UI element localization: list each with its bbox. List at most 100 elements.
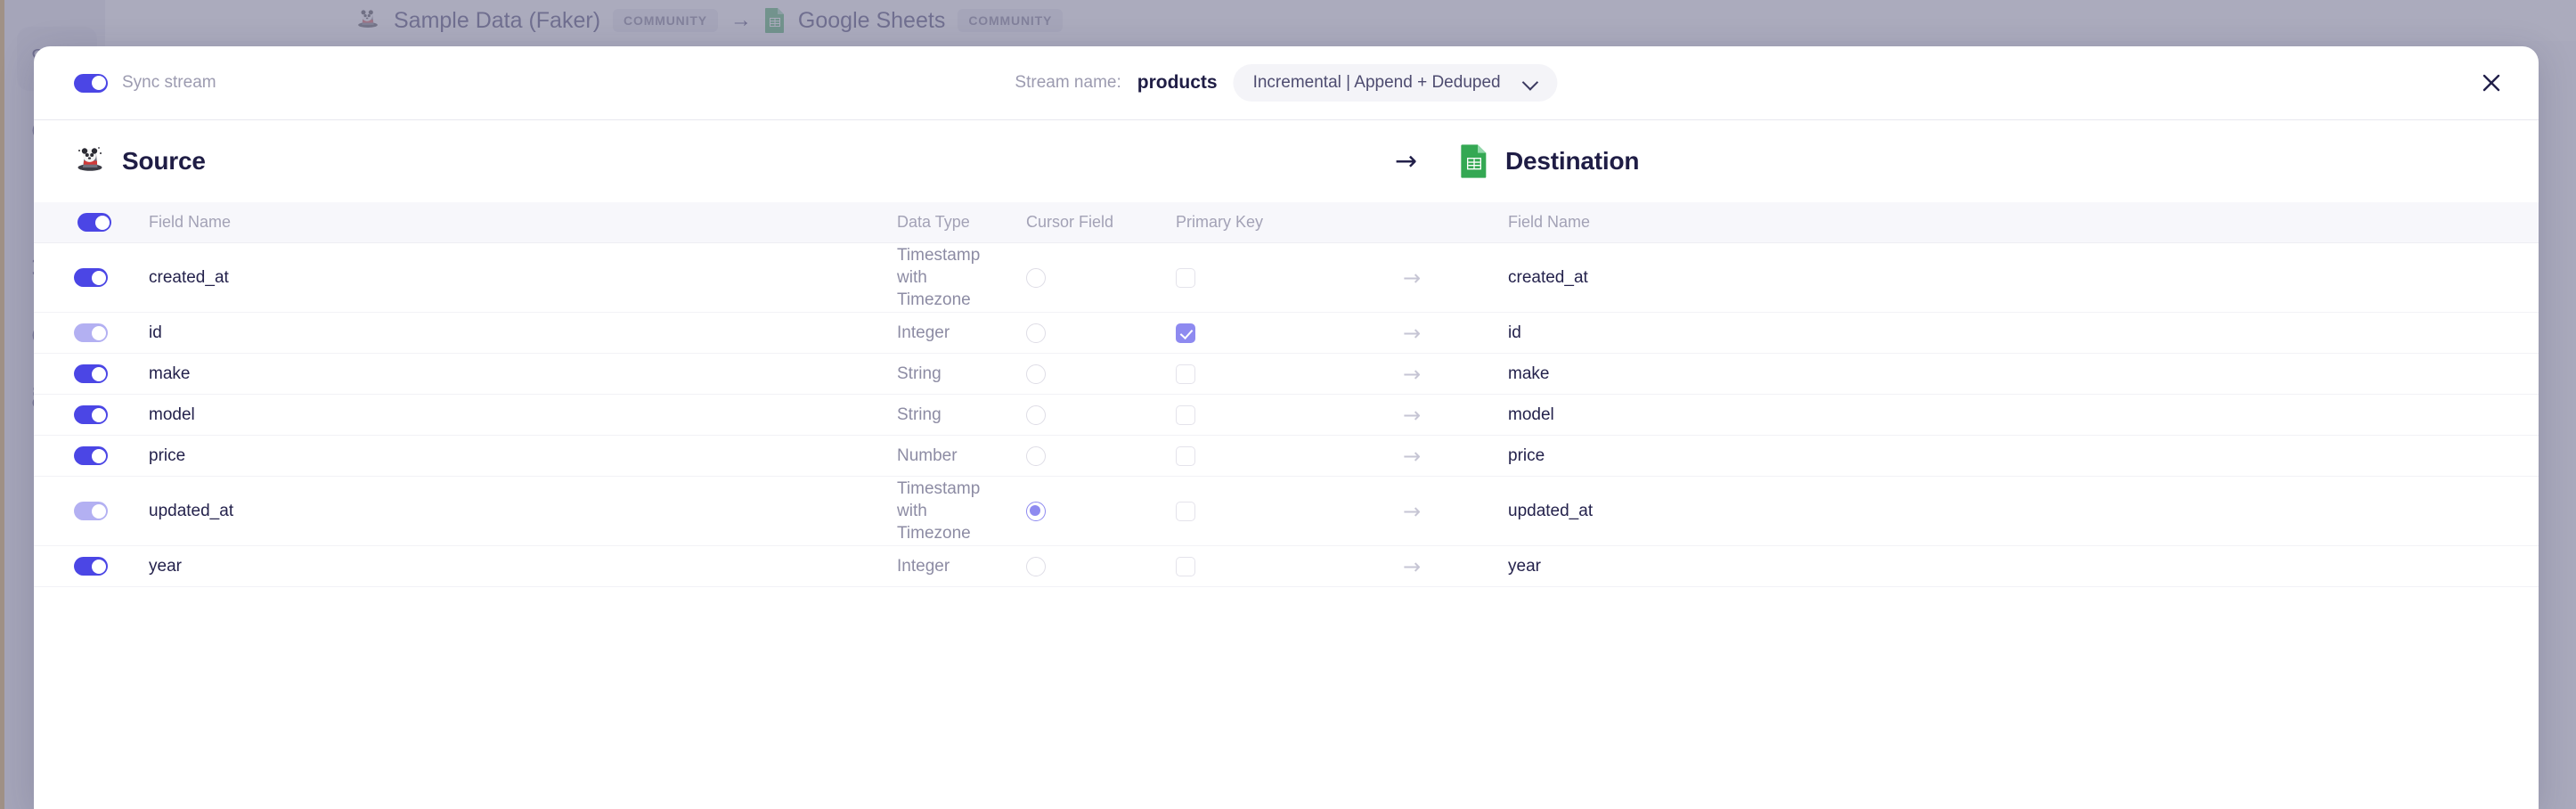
column-header-cursor-field: Cursor Field [1026,213,1114,231]
primary-key-checkbox[interactable] [1176,404,1195,425]
sync-stream-toggle[interactable] [74,73,108,93]
field-enable-toggle[interactable] [74,364,108,383]
primary-key-cell[interactable] [1176,267,1403,288]
field-enable-toggle[interactable] [74,323,108,342]
cursor-field-cell[interactable] [1026,556,1176,576]
table-row: model String → model [34,395,2539,436]
source-field-name: id [149,323,162,342]
source-field-name: make [149,364,191,383]
cursor-field-radio[interactable] [1026,364,1046,384]
field-enable-cell[interactable] [74,364,149,383]
field-data-type: Number [897,445,958,465]
source-field-name: price [149,445,186,465]
column-header-data-type: Data Type [897,213,970,231]
cursor-field-cell[interactable] [1026,364,1176,384]
stream-name-label: Stream name: [1015,73,1121,92]
cursor-field-radio[interactable] [1026,267,1046,288]
primary-key-cell[interactable] [1176,501,1403,521]
cursor-field-radio[interactable] [1026,501,1046,521]
faker-panda-hat-icon [74,145,106,177]
field-enable-cell[interactable] [74,323,149,342]
field-enable-cell[interactable] [74,502,149,520]
field-enable-cell[interactable] [74,557,149,576]
source-field-name: model [149,404,195,424]
primary-key-checkbox[interactable] [1176,556,1195,576]
primary-key-checkbox[interactable] [1176,501,1195,521]
field-enable-toggle[interactable] [74,405,108,424]
field-mapping-arrow-icon: → [1403,265,1422,290]
source-to-destination-arrow-icon: → [1395,145,1418,177]
destination-pane-title: Destination [1459,143,1639,179]
primary-key-cell[interactable] [1176,323,1403,343]
cursor-field-cell[interactable] [1026,404,1176,425]
cursor-field-cell[interactable] [1026,267,1176,288]
destination-field-name: year [1508,556,1541,576]
destination-field-name: created_at [1508,267,1588,287]
chevron-down-icon [1524,76,1538,90]
cursor-field-cell[interactable] [1026,445,1176,466]
cursor-field-cell[interactable] [1026,323,1176,343]
toggle-knob [91,325,106,340]
cursor-field-radio[interactable] [1026,556,1046,576]
destination-field-name: id [1508,323,1521,342]
field-enable-cell[interactable] [74,405,149,424]
toggle-knob [91,366,106,381]
sync-mode-value: Incremental | Append + Deduped [1252,73,1501,92]
table-row: price Number → price [34,436,2539,477]
table-row: created_at Timestamp with Timezone → create… [34,243,2539,313]
destination-field-name: updated_at [1508,501,1594,520]
source-field-name: updated_at [149,501,234,520]
primary-key-cell[interactable] [1176,364,1403,384]
field-enable-toggle[interactable] [74,557,108,576]
stream-name-group: Stream name: products Incremental | Appe… [1015,64,1558,102]
field-data-type: Integer [897,323,950,342]
toggle-knob [91,448,106,463]
cursor-field-radio[interactable] [1026,323,1046,343]
primary-key-cell[interactable] [1176,556,1403,576]
source-field-name: created_at [149,267,229,287]
primary-key-checkbox[interactable] [1176,364,1195,384]
close-icon[interactable] [2476,68,2507,98]
primary-key-checkbox[interactable] [1176,445,1195,466]
toggle-knob [91,270,106,285]
field-mapping-arrow-icon: → [1403,498,1422,524]
sync-stream-label: Sync stream [122,73,216,92]
primary-key-checkbox[interactable] [1176,267,1195,288]
sync-mode-dropdown[interactable]: Incremental | Append + Deduped [1233,64,1558,102]
field-data-type: Integer [897,556,950,576]
sync-stream-control[interactable]: Sync stream [74,73,216,93]
field-mapping-arrow-icon: → [1403,553,1422,579]
field-enable-cell[interactable] [74,446,149,465]
fields-table-body: created_at Timestamp with Timezone → create… [34,243,2539,587]
field-data-type: Timestamp with Timezone [897,478,981,543]
primary-key-cell[interactable] [1176,404,1403,425]
field-data-type: String [897,364,942,383]
primary-key-checkbox[interactable] [1176,323,1195,343]
stream-detail-modal: Sync stream Stream name: products Increm… [34,46,2539,809]
field-enable-toggle[interactable] [74,502,108,520]
field-enable-cell[interactable] [74,268,149,287]
field-data-type: String [897,404,942,424]
source-pane-title: Source [74,145,206,177]
field-enable-toggle[interactable] [74,446,108,465]
select-all-cell[interactable] [74,213,149,232]
toggle-knob [91,76,106,90]
toggle-knob [91,503,106,519]
cursor-field-cell[interactable] [1026,501,1176,521]
field-mapping-arrow-icon: → [1403,402,1422,428]
panes-title-row: Source → Destination [34,120,2539,202]
column-header-primary-key: Primary Key [1176,213,1264,231]
field-mapping-arrow-icon: → [1403,320,1422,346]
cursor-field-radio[interactable] [1026,404,1046,425]
field-data-type: Timestamp with Timezone [897,245,981,310]
cursor-field-radio[interactable] [1026,445,1046,466]
field-enable-toggle[interactable] [74,268,108,287]
google-sheets-icon [1459,143,1489,179]
select-all-fields-toggle[interactable] [77,213,111,232]
primary-key-cell[interactable] [1176,445,1403,466]
column-header-source-field-name: Field Name [149,213,232,231]
source-title: Source [122,147,206,175]
table-row: year Integer → year [34,546,2539,587]
modal-header: Sync stream Stream name: products Increm… [34,46,2539,120]
table-row: id Integer → id [34,313,2539,354]
